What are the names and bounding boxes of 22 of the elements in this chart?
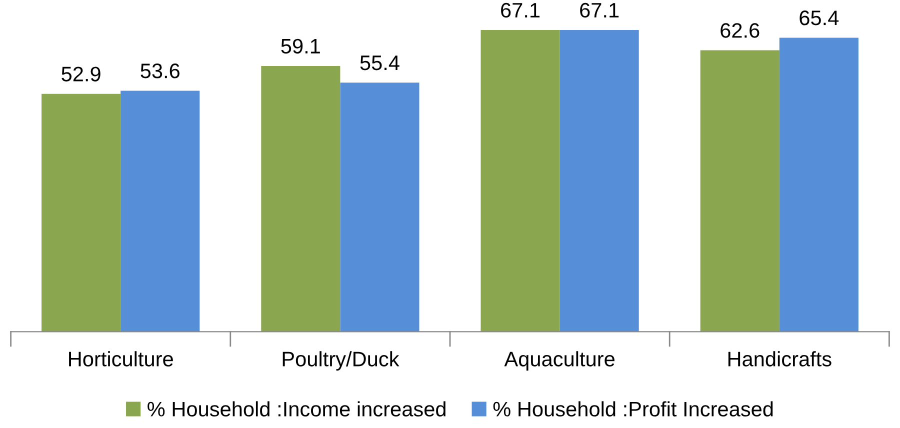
data-label: 55.4 [360,56,400,70]
x-tick-label: Horticulture [69,351,173,366]
bar [480,30,560,332]
data-label: 65.4 [800,10,839,26]
x-tick-label: Handicrafts [728,351,832,366]
bar [340,82,420,332]
data-label: 52.9 [62,66,100,82]
data-label: 62.6 [720,23,760,38]
data-label: 67.1 [580,2,619,18]
bar [779,38,858,332]
bar [42,94,121,332]
bar [261,66,340,332]
data-label: 67.1 [501,2,540,18]
bar [700,50,780,332]
data-label: 59.1 [281,38,320,54]
bar [120,90,200,332]
bar [560,30,639,332]
x-tick-label: Poultry/Duck [282,351,400,371]
legend-label: % Household :Income increased [148,401,446,417]
data-label: 53.6 [140,64,180,78]
x-tick-label: Aquaculture [504,351,614,371]
legend-label: % Household :Profit Increased [493,401,773,417]
